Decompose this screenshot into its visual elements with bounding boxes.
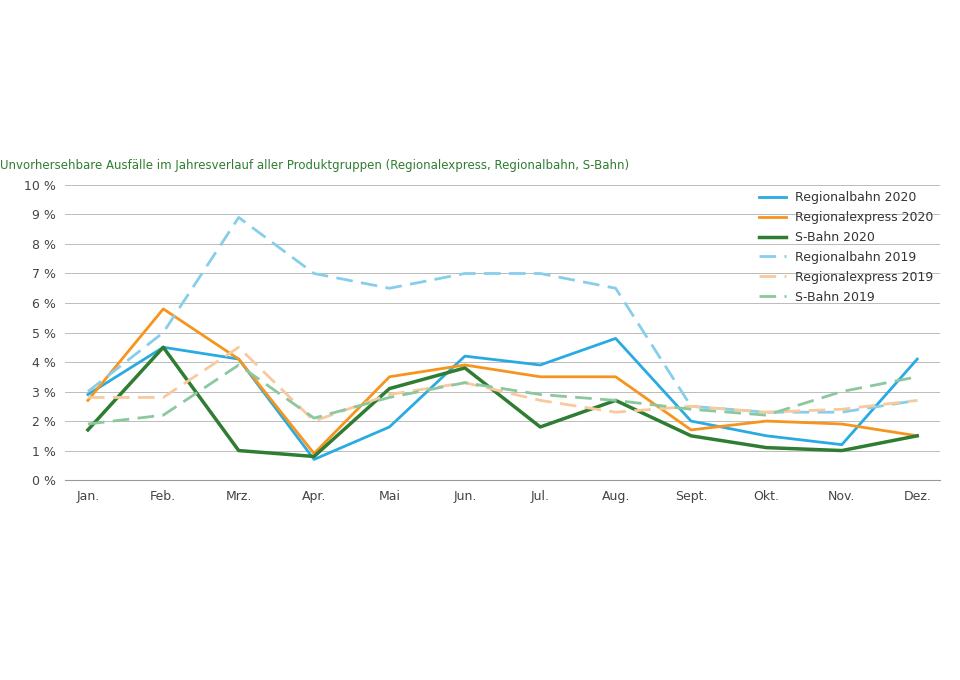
Regionalbahn 2019 <box>157 328 169 337</box>
Regionalexpress 2020 <box>384 373 396 381</box>
Regionalexpress 2020 <box>308 449 320 458</box>
S-Bahn 2019 <box>760 411 772 420</box>
Text: Unvorhersehbare Ausfälle im Jahresverlauf aller Produktgruppen (Regionalexpress,: Unvorhersehbare Ausfälle im Jahresverlau… <box>0 158 629 171</box>
Regionalexpress 2020 <box>610 373 621 381</box>
Regionalexpress 2019 <box>760 408 772 416</box>
Line: Regionalexpress 2020: Regionalexpress 2020 <box>88 309 917 454</box>
S-Bahn 2019 <box>459 379 470 387</box>
S-Bahn 2020 <box>535 423 546 431</box>
Regionalbahn 2019 <box>760 408 772 416</box>
S-Bahn 2020 <box>308 452 320 460</box>
S-Bahn 2019 <box>685 405 697 413</box>
Regionalbahn 2020 <box>459 352 470 360</box>
Legend: Regionalbahn 2020, Regionalexpress 2020, S-Bahn 2020, Regionalbahn 2019, Regiona: Regionalbahn 2020, Regionalexpress 2020,… <box>759 191 933 303</box>
Regionalbahn 2019 <box>911 396 923 405</box>
Regionalexpress 2019 <box>685 403 697 411</box>
S-Bahn 2019 <box>308 414 320 422</box>
Regionalbahn 2019 <box>610 284 621 292</box>
Regionalbahn 2020 <box>308 456 320 464</box>
S-Bahn 2020 <box>459 364 470 372</box>
S-Bahn 2020 <box>157 343 169 352</box>
Regionalexpress 2019 <box>83 393 94 401</box>
Regionalexpress 2019 <box>610 408 621 416</box>
Regionalbahn 2019 <box>535 269 546 277</box>
Regionalexpress 2020 <box>459 361 470 369</box>
Regionalexpress 2019 <box>384 390 396 398</box>
Regionalexpress 2019 <box>157 393 169 401</box>
Regionalbahn 2020 <box>384 423 396 431</box>
Regionalbahn 2020 <box>535 361 546 369</box>
S-Bahn 2019 <box>157 411 169 420</box>
S-Bahn 2020 <box>836 447 848 455</box>
Regionalexpress 2020 <box>157 305 169 313</box>
S-Bahn 2019 <box>384 393 396 401</box>
Line: S-Bahn 2019: S-Bahn 2019 <box>88 365 917 424</box>
Regionalbahn 2019 <box>459 269 470 277</box>
S-Bahn 2020 <box>760 443 772 452</box>
Regionalexpress 2020 <box>911 432 923 440</box>
Regionalexpress 2019 <box>459 379 470 387</box>
Line: Regionalbahn 2019: Regionalbahn 2019 <box>88 218 917 412</box>
Line: S-Bahn 2020: S-Bahn 2020 <box>88 347 917 456</box>
Regionalbahn 2020 <box>685 417 697 425</box>
S-Bahn 2019 <box>911 373 923 381</box>
Regionalexpress 2019 <box>535 396 546 405</box>
S-Bahn 2019 <box>83 420 94 428</box>
Regionalexpress 2019 <box>836 405 848 413</box>
Regionalexpress 2019 <box>308 417 320 425</box>
Regionalbahn 2019 <box>308 269 320 277</box>
S-Bahn 2020 <box>233 447 245 455</box>
S-Bahn 2019 <box>836 388 848 396</box>
S-Bahn 2019 <box>535 390 546 398</box>
S-Bahn 2020 <box>610 396 621 405</box>
Regionalbahn 2019 <box>836 408 848 416</box>
Regionalbahn 2019 <box>685 403 697 411</box>
S-Bahn 2020 <box>911 432 923 440</box>
Regionalbahn 2020 <box>610 335 621 343</box>
Regionalexpress 2020 <box>535 373 546 381</box>
Regionalexpress 2019 <box>233 343 245 352</box>
Regionalbahn 2020 <box>83 390 94 398</box>
Line: Regionalbahn 2020: Regionalbahn 2020 <box>88 339 917 460</box>
Regionalbahn 2019 <box>233 214 245 222</box>
S-Bahn 2019 <box>610 396 621 405</box>
S-Bahn 2020 <box>384 384 396 392</box>
Regionalexpress 2020 <box>760 417 772 425</box>
Regionalexpress 2020 <box>685 426 697 434</box>
Regionalbahn 2019 <box>83 388 94 396</box>
Regionalbahn 2020 <box>233 355 245 363</box>
Regionalbahn 2019 <box>384 284 396 292</box>
Regionalexpress 2020 <box>836 420 848 428</box>
S-Bahn 2020 <box>83 426 94 434</box>
Regionalexpress 2020 <box>233 355 245 363</box>
S-Bahn 2020 <box>685 432 697 440</box>
Regionalexpress 2019 <box>911 396 923 405</box>
Regionalbahn 2020 <box>911 355 923 363</box>
S-Bahn 2019 <box>233 361 245 369</box>
Regionalexpress 2020 <box>83 396 94 405</box>
Regionalbahn 2020 <box>760 432 772 440</box>
Line: Regionalexpress 2019: Regionalexpress 2019 <box>88 347 917 421</box>
Regionalbahn 2020 <box>836 441 848 449</box>
Regionalbahn 2020 <box>157 343 169 352</box>
